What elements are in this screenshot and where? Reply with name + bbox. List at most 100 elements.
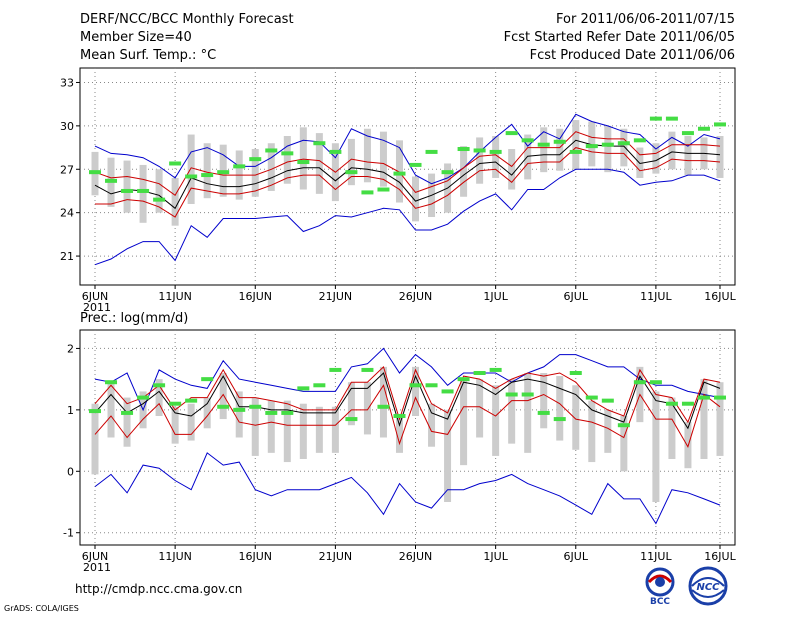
- observed-marker: [409, 383, 422, 388]
- observed-marker: [665, 116, 678, 121]
- y-tick-label: 30: [60, 120, 74, 133]
- range-bar: [588, 400, 596, 463]
- observed-marker: [553, 417, 566, 422]
- range-bar: [203, 143, 211, 199]
- range-bar: [123, 397, 131, 447]
- range-bar: [267, 143, 275, 191]
- forecast-period: For 2011/06/06-2011/07/15: [556, 12, 735, 27]
- range-bar: [299, 127, 307, 190]
- range-bar: [219, 373, 227, 420]
- series-ensemble-mean: [94, 372, 721, 430]
- x-tick-label: 11JUL: [640, 550, 672, 563]
- precip-panel-title: Prec.: log(mm/d): [80, 311, 188, 326]
- bcc-logo-text: BCC: [650, 597, 670, 606]
- range-bar: [508, 149, 516, 190]
- observed-marker: [89, 170, 101, 175]
- observed-marker: [297, 160, 310, 165]
- y-tick-label: 0: [67, 465, 74, 478]
- observed-marker: [137, 188, 150, 193]
- observed-marker: [617, 423, 630, 428]
- observed-marker: [649, 380, 662, 385]
- observed-marker: [714, 122, 726, 127]
- range-bar: [412, 366, 420, 416]
- observed-marker: [714, 395, 726, 400]
- range-bar: [556, 128, 564, 171]
- range-bar: [572, 385, 580, 450]
- range-bar: [668, 131, 676, 170]
- observed-marker: [697, 126, 710, 131]
- range-bar: [668, 397, 676, 459]
- observed-marker: [617, 141, 630, 146]
- range-bar: [171, 177, 179, 226]
- range-bar: [155, 379, 163, 416]
- series-lower-spread: [94, 384, 721, 448]
- observed-marker: [681, 401, 694, 406]
- range-bar: [476, 379, 484, 438]
- observed-marker: [425, 149, 438, 154]
- y-tick-label: 21: [60, 250, 74, 263]
- observed-marker: [265, 410, 278, 415]
- range-bar: [572, 120, 580, 170]
- observed-marker: [441, 170, 454, 175]
- range-bar: [91, 403, 99, 475]
- x-tick-label: 11JUL: [640, 290, 672, 303]
- range-bar: [428, 403, 436, 447]
- observed-marker: [137, 395, 150, 400]
- observed-marker: [105, 380, 118, 385]
- x-tick-label: 6JUL: [564, 550, 589, 563]
- x-tick-label: 1JUL: [483, 290, 508, 303]
- range-bar: [283, 400, 291, 463]
- observed-marker: [377, 187, 390, 192]
- observed-marker: [185, 174, 198, 179]
- observed-marker: [217, 404, 230, 409]
- observed-marker: [169, 161, 182, 166]
- range-bar: [540, 373, 548, 429]
- x-tick-label: 6JUN: [82, 550, 109, 563]
- observed-marker: [521, 138, 534, 143]
- x-tick-label: 16JUL: [704, 290, 736, 303]
- range-bar: [684, 135, 692, 176]
- observed-marker: [537, 410, 550, 415]
- observed-marker: [441, 389, 454, 394]
- range-bar: [700, 379, 708, 459]
- observed-marker: [505, 392, 518, 397]
- observed-marker: [569, 149, 582, 154]
- member-size: Member Size=40: [80, 30, 192, 45]
- range-bar: [315, 406, 323, 453]
- x-tick-label: 16JUN: [238, 550, 272, 563]
- observed-marker: [169, 401, 182, 406]
- range-bar: [283, 135, 291, 184]
- observed-marker: [89, 409, 101, 414]
- observed-marker: [505, 131, 518, 136]
- observed-marker: [633, 138, 646, 143]
- range-bar: [716, 382, 724, 456]
- y-tick-label: 1: [67, 404, 74, 417]
- observed-marker: [313, 141, 326, 146]
- observed-marker: [201, 377, 214, 382]
- range-bar: [203, 397, 211, 429]
- range-bar: [267, 400, 275, 453]
- range-bar: [187, 134, 195, 204]
- range-bar: [556, 376, 564, 441]
- observed-marker: [681, 131, 694, 136]
- y-tick-label: -1: [63, 527, 74, 540]
- y-tick-label: 24: [60, 207, 74, 220]
- x-year-label: 2011: [83, 561, 111, 574]
- observed-marker: [201, 173, 214, 178]
- y-tick-label: 33: [60, 76, 74, 89]
- observed-marker: [345, 170, 358, 175]
- ncc-logo: NCC: [688, 566, 728, 606]
- observed-marker: [601, 398, 614, 403]
- observed-marker: [425, 383, 438, 388]
- range-bar: [363, 128, 371, 183]
- observed-marker: [361, 190, 374, 195]
- observed-marker: [697, 395, 710, 400]
- observed-marker: [393, 414, 406, 418]
- range-bar: [620, 128, 628, 167]
- source-url[interactable]: http://cmdp.ncc.cma.gov.cn: [75, 582, 243, 596]
- x-tick-label: 6JUN: [82, 290, 109, 303]
- observed-marker: [521, 392, 534, 397]
- range-bar: [492, 385, 500, 456]
- observed-marker: [633, 380, 646, 385]
- observed-marker: [377, 404, 390, 409]
